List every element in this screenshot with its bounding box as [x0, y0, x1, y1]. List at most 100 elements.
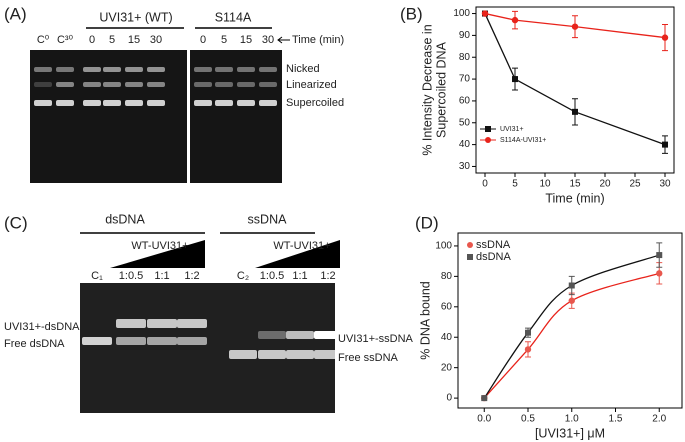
gel-band	[229, 350, 257, 359]
lane-label: 15	[240, 34, 252, 46]
lane-label: 1:2	[320, 270, 335, 282]
gel-band	[147, 319, 177, 328]
band-label: UVI31+-ssDNA	[338, 333, 414, 345]
gel-band	[147, 82, 165, 87]
gel-band	[194, 82, 212, 87]
y-tick-label: 100	[453, 8, 470, 19]
y-tick-label: 50	[459, 117, 471, 128]
y-tick-label: 100	[435, 241, 452, 252]
x-tick-label: 20	[599, 179, 611, 190]
gel-band	[286, 350, 314, 359]
legend-label: UVI31+	[500, 126, 524, 133]
x-tick-label: 15	[569, 179, 581, 190]
gel-band	[147, 100, 165, 106]
marker	[525, 329, 531, 336]
band-label: Linearized	[286, 79, 337, 91]
gel	[80, 283, 335, 413]
lane-label: 5	[221, 34, 227, 46]
y-tick-label: 20	[441, 362, 453, 373]
group-label: ssDNA	[248, 212, 288, 226]
panel-label: (C)	[4, 213, 28, 232]
gel-band	[125, 100, 143, 106]
marker	[661, 34, 669, 41]
plot-frame	[457, 232, 683, 409]
x-tick-label: 5	[512, 179, 518, 190]
gel-band	[259, 67, 277, 72]
y-tick-label: 60	[459, 96, 471, 107]
gel-band	[194, 100, 212, 106]
y-tick-label: 80	[441, 271, 453, 282]
legend-label: ssDNA	[476, 239, 511, 251]
lane-label: 1:2	[184, 270, 199, 282]
band-label: UVI31+-dsDNA	[4, 321, 80, 333]
gel-band	[177, 319, 207, 328]
gel-band	[116, 337, 146, 345]
lane-label: 1:0.5	[119, 270, 143, 282]
marker	[662, 141, 668, 148]
lane-label: 30	[150, 34, 162, 46]
panel-label: (A)	[4, 4, 27, 23]
x-axis-label: [UVI31+] μM	[535, 426, 605, 440]
gel	[30, 50, 282, 183]
y-tick-label: 70	[459, 74, 471, 85]
gel-band	[147, 337, 177, 345]
gel-band	[314, 331, 342, 339]
marker	[568, 297, 575, 304]
series-line	[483, 254, 660, 399]
x-tick-label: 30	[659, 179, 671, 190]
band-label: Free ssDNA	[338, 352, 399, 364]
lane-label: C⁰	[37, 34, 50, 46]
legend-marker	[467, 242, 473, 248]
gel-band	[286, 331, 314, 339]
band-label: Free dsDNA	[4, 338, 65, 350]
x-tick-label: 0.5	[521, 414, 535, 425]
series-line	[484, 12, 666, 39]
wedge-label: WT-UVI31+	[131, 240, 188, 252]
gel-band	[34, 82, 52, 87]
marker	[511, 16, 519, 24]
marker	[481, 10, 489, 17]
lane-label: C³⁰	[57, 34, 74, 46]
y-axis-label: Supercoiled DNA	[434, 41, 448, 138]
gel-band	[259, 82, 277, 87]
gel-band	[82, 337, 112, 345]
gel-band	[237, 100, 255, 106]
wedge-label: WT-UVI31+	[273, 240, 330, 252]
y-axis-label: % DNA bound	[418, 281, 432, 360]
lane-label: 5	[109, 34, 115, 46]
y-tick-label: 60	[441, 301, 453, 312]
arrow	[277, 36, 290, 44]
gel-band	[56, 100, 74, 106]
gel-band	[34, 67, 52, 72]
axis-note: Time (min)	[292, 34, 344, 46]
lane-label: C₁	[91, 270, 103, 282]
x-tick-label: 0	[482, 179, 488, 190]
gel-band	[83, 67, 101, 72]
x-axis-label: Time (min)	[545, 191, 604, 205]
marker	[656, 252, 663, 259]
panel-label: (B)	[400, 4, 423, 23]
gel-band	[215, 100, 233, 106]
legend-marker	[485, 126, 491, 132]
gel-band	[83, 82, 101, 87]
gel-band	[314, 350, 342, 359]
marker	[568, 282, 575, 289]
marker	[524, 346, 532, 353]
gel-band	[125, 82, 143, 87]
y-tick-label: 30	[459, 161, 471, 172]
gel-band	[103, 100, 121, 106]
group-label: S114A	[215, 10, 252, 24]
lane-label: 0	[200, 34, 206, 46]
marker	[572, 108, 578, 115]
marker	[512, 76, 518, 83]
gel-band	[56, 67, 74, 72]
y-tick-label: 0	[446, 393, 452, 404]
wedge	[255, 240, 340, 268]
marker	[571, 23, 579, 30]
gel-band	[259, 100, 277, 106]
gel-band	[103, 67, 121, 72]
gel-band	[56, 82, 74, 87]
gel-band	[103, 82, 121, 87]
series-line	[484, 13, 666, 146]
